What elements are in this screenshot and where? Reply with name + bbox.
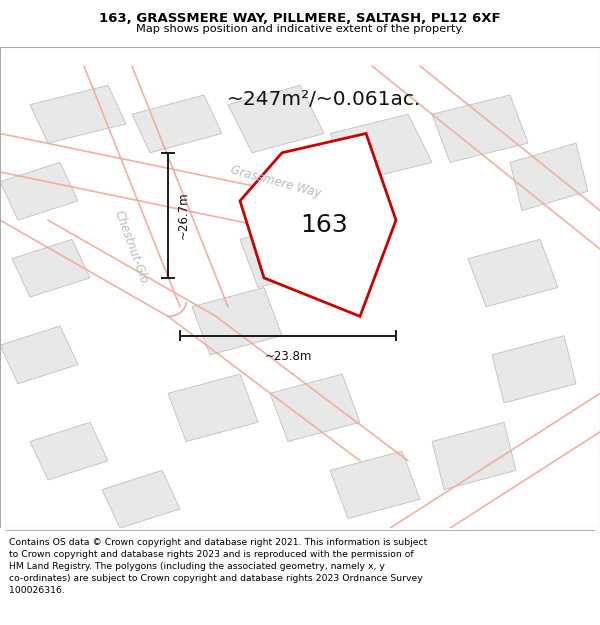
Polygon shape: [228, 86, 324, 152]
Text: Chestnut-Glo.: Chestnut-Glo.: [112, 209, 152, 289]
Text: Contains OS data © Crown copyright and database right 2021. This information is : Contains OS data © Crown copyright and d…: [9, 538, 427, 596]
Polygon shape: [432, 95, 528, 162]
Polygon shape: [270, 374, 360, 441]
Polygon shape: [240, 134, 396, 316]
Text: 163: 163: [300, 213, 348, 237]
Polygon shape: [432, 422, 516, 489]
Polygon shape: [30, 422, 108, 480]
Polygon shape: [0, 162, 78, 220]
Text: Map shows position and indicative extent of the property.: Map shows position and indicative extent…: [136, 24, 464, 34]
Polygon shape: [168, 374, 258, 441]
Text: ~23.8m: ~23.8m: [265, 350, 311, 363]
Polygon shape: [12, 239, 90, 297]
Text: Grassmere Way: Grassmere Way: [229, 163, 323, 200]
Polygon shape: [330, 114, 432, 182]
Polygon shape: [0, 326, 78, 384]
Polygon shape: [240, 220, 330, 288]
Polygon shape: [102, 471, 180, 528]
Polygon shape: [330, 451, 420, 519]
Polygon shape: [30, 86, 126, 143]
Text: 163, GRASSMERE WAY, PILLMERE, SALTASH, PL12 6XF: 163, GRASSMERE WAY, PILLMERE, SALTASH, P…: [99, 12, 501, 25]
Text: ~26.7m: ~26.7m: [177, 191, 190, 239]
Polygon shape: [510, 143, 588, 211]
Polygon shape: [492, 336, 576, 403]
Polygon shape: [132, 95, 222, 152]
Polygon shape: [192, 288, 282, 355]
Text: ~247m²/~0.061ac.: ~247m²/~0.061ac.: [227, 90, 421, 109]
Polygon shape: [468, 239, 558, 307]
